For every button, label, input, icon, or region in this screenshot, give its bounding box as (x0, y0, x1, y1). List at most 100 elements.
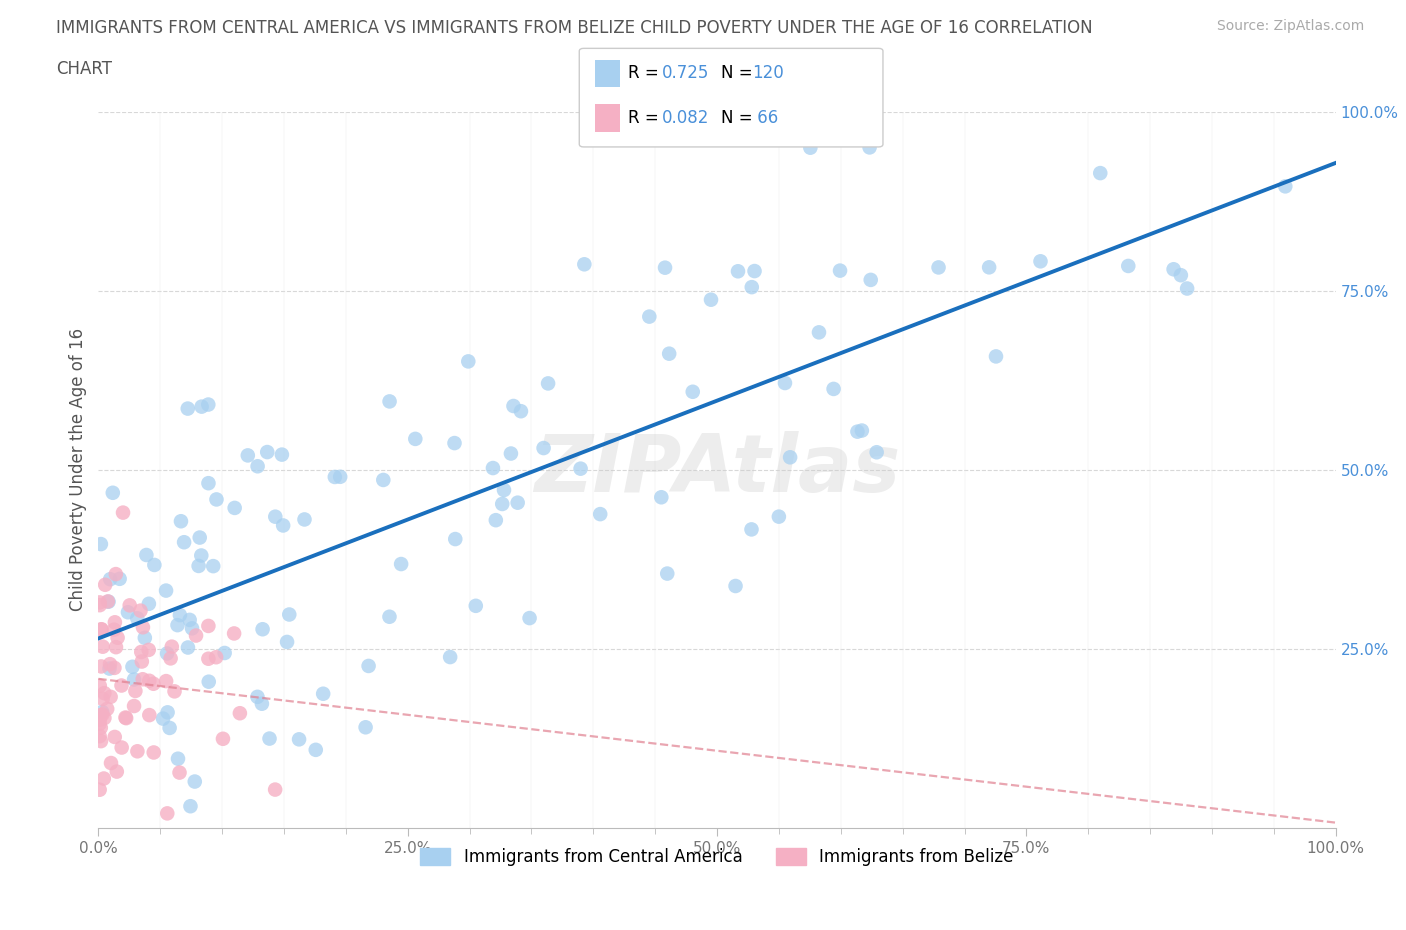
Point (259, 731, 281, 746)
Point (197, 397, 219, 412)
Point (163, 684, 186, 698)
Point (134, 631, 156, 645)
Point (202, 559, 225, 574)
Point (485, 512, 508, 527)
Point (177, 401, 200, 416)
Point (658, 346, 681, 361)
Point (111, 505, 134, 520)
Point (537, 376, 560, 391)
Point (142, 676, 165, 691)
Point (305, 742, 328, 757)
Point (389, 556, 412, 571)
Point (89, 782, 111, 797)
Point (104, 729, 127, 744)
Point (773, 376, 796, 391)
Point (155, 673, 177, 688)
Point (657, 566, 679, 581)
Point (190, 399, 212, 414)
Point (252, 622, 274, 637)
Point (179, 799, 201, 814)
Point (160, 639, 183, 654)
Point (256, 445, 278, 459)
Point (727, 264, 749, 279)
Point (93, 685, 115, 700)
Point (91, 707, 114, 722)
Point (90, 659, 112, 674)
Point (111, 740, 134, 755)
Text: IMMIGRANTS FROM CENTRAL AMERICA VS IMMIGRANTS FROM BELIZE CHILD POVERTY UNDER TH: IMMIGRANTS FROM CENTRAL AMERICA VS IMMIG… (56, 19, 1092, 36)
Point (89, 598, 111, 613)
Point (197, 651, 219, 666)
Point (98, 572, 121, 587)
Point (569, 461, 592, 476)
Point (107, 631, 129, 645)
Point (114, 711, 136, 725)
Point (271, 518, 294, 533)
Point (744, 263, 766, 278)
Point (170, 513, 193, 528)
Point (169, 607, 191, 622)
Point (444, 532, 467, 547)
Y-axis label: Child Poverty Under the Age of 16: Child Poverty Under the Age of 16 (69, 328, 87, 611)
Point (90, 537, 112, 551)
Legend: Immigrants from Central America, Immigrants from Belize: Immigrants from Central America, Immigra… (413, 842, 1021, 873)
Text: CHART: CHART (56, 60, 112, 78)
Point (96, 701, 118, 716)
Point (131, 671, 153, 686)
Point (1029, 254, 1052, 269)
Point (457, 354, 479, 369)
Text: 0.725: 0.725 (662, 64, 710, 83)
Point (105, 764, 128, 779)
Point (246, 689, 269, 704)
Point (378, 394, 401, 409)
Point (638, 309, 661, 324)
Point (984, 349, 1007, 364)
Point (89, 716, 111, 731)
Point (205, 650, 228, 665)
Point (491, 497, 513, 512)
Point (104, 640, 127, 655)
Point (278, 607, 301, 622)
Point (828, 263, 851, 278)
Point (90, 622, 112, 637)
Point (574, 257, 596, 272)
Point (807, 325, 830, 339)
Point (101, 485, 124, 500)
Point (166, 618, 188, 632)
Point (190, 548, 212, 563)
Point (167, 751, 190, 766)
Point (323, 470, 346, 485)
Point (129, 644, 152, 659)
Point (799, 140, 821, 155)
Text: N =: N = (721, 64, 758, 83)
Point (117, 604, 139, 619)
Point (264, 510, 287, 525)
Point (1170, 268, 1192, 283)
Point (124, 684, 146, 698)
Point (502, 399, 524, 414)
Point (98, 657, 121, 671)
Point (312, 686, 335, 701)
Point (135, 548, 157, 563)
Point (93, 711, 115, 725)
Point (89, 678, 111, 693)
Point (288, 732, 311, 747)
Point (506, 496, 529, 511)
Point (90, 708, 112, 723)
Point (98, 661, 121, 676)
Point (169, 765, 191, 780)
Point (104, 566, 127, 581)
Point (589, 507, 612, 522)
Point (110, 678, 132, 693)
Point (103, 622, 125, 637)
Point (700, 292, 723, 307)
Point (100, 689, 122, 704)
Point (127, 744, 149, 759)
Point (173, 535, 195, 550)
Point (212, 731, 235, 746)
Text: N =: N = (721, 109, 758, 127)
Point (823, 381, 845, 396)
Point (214, 645, 236, 660)
Point (89, 712, 111, 727)
Point (143, 557, 166, 572)
